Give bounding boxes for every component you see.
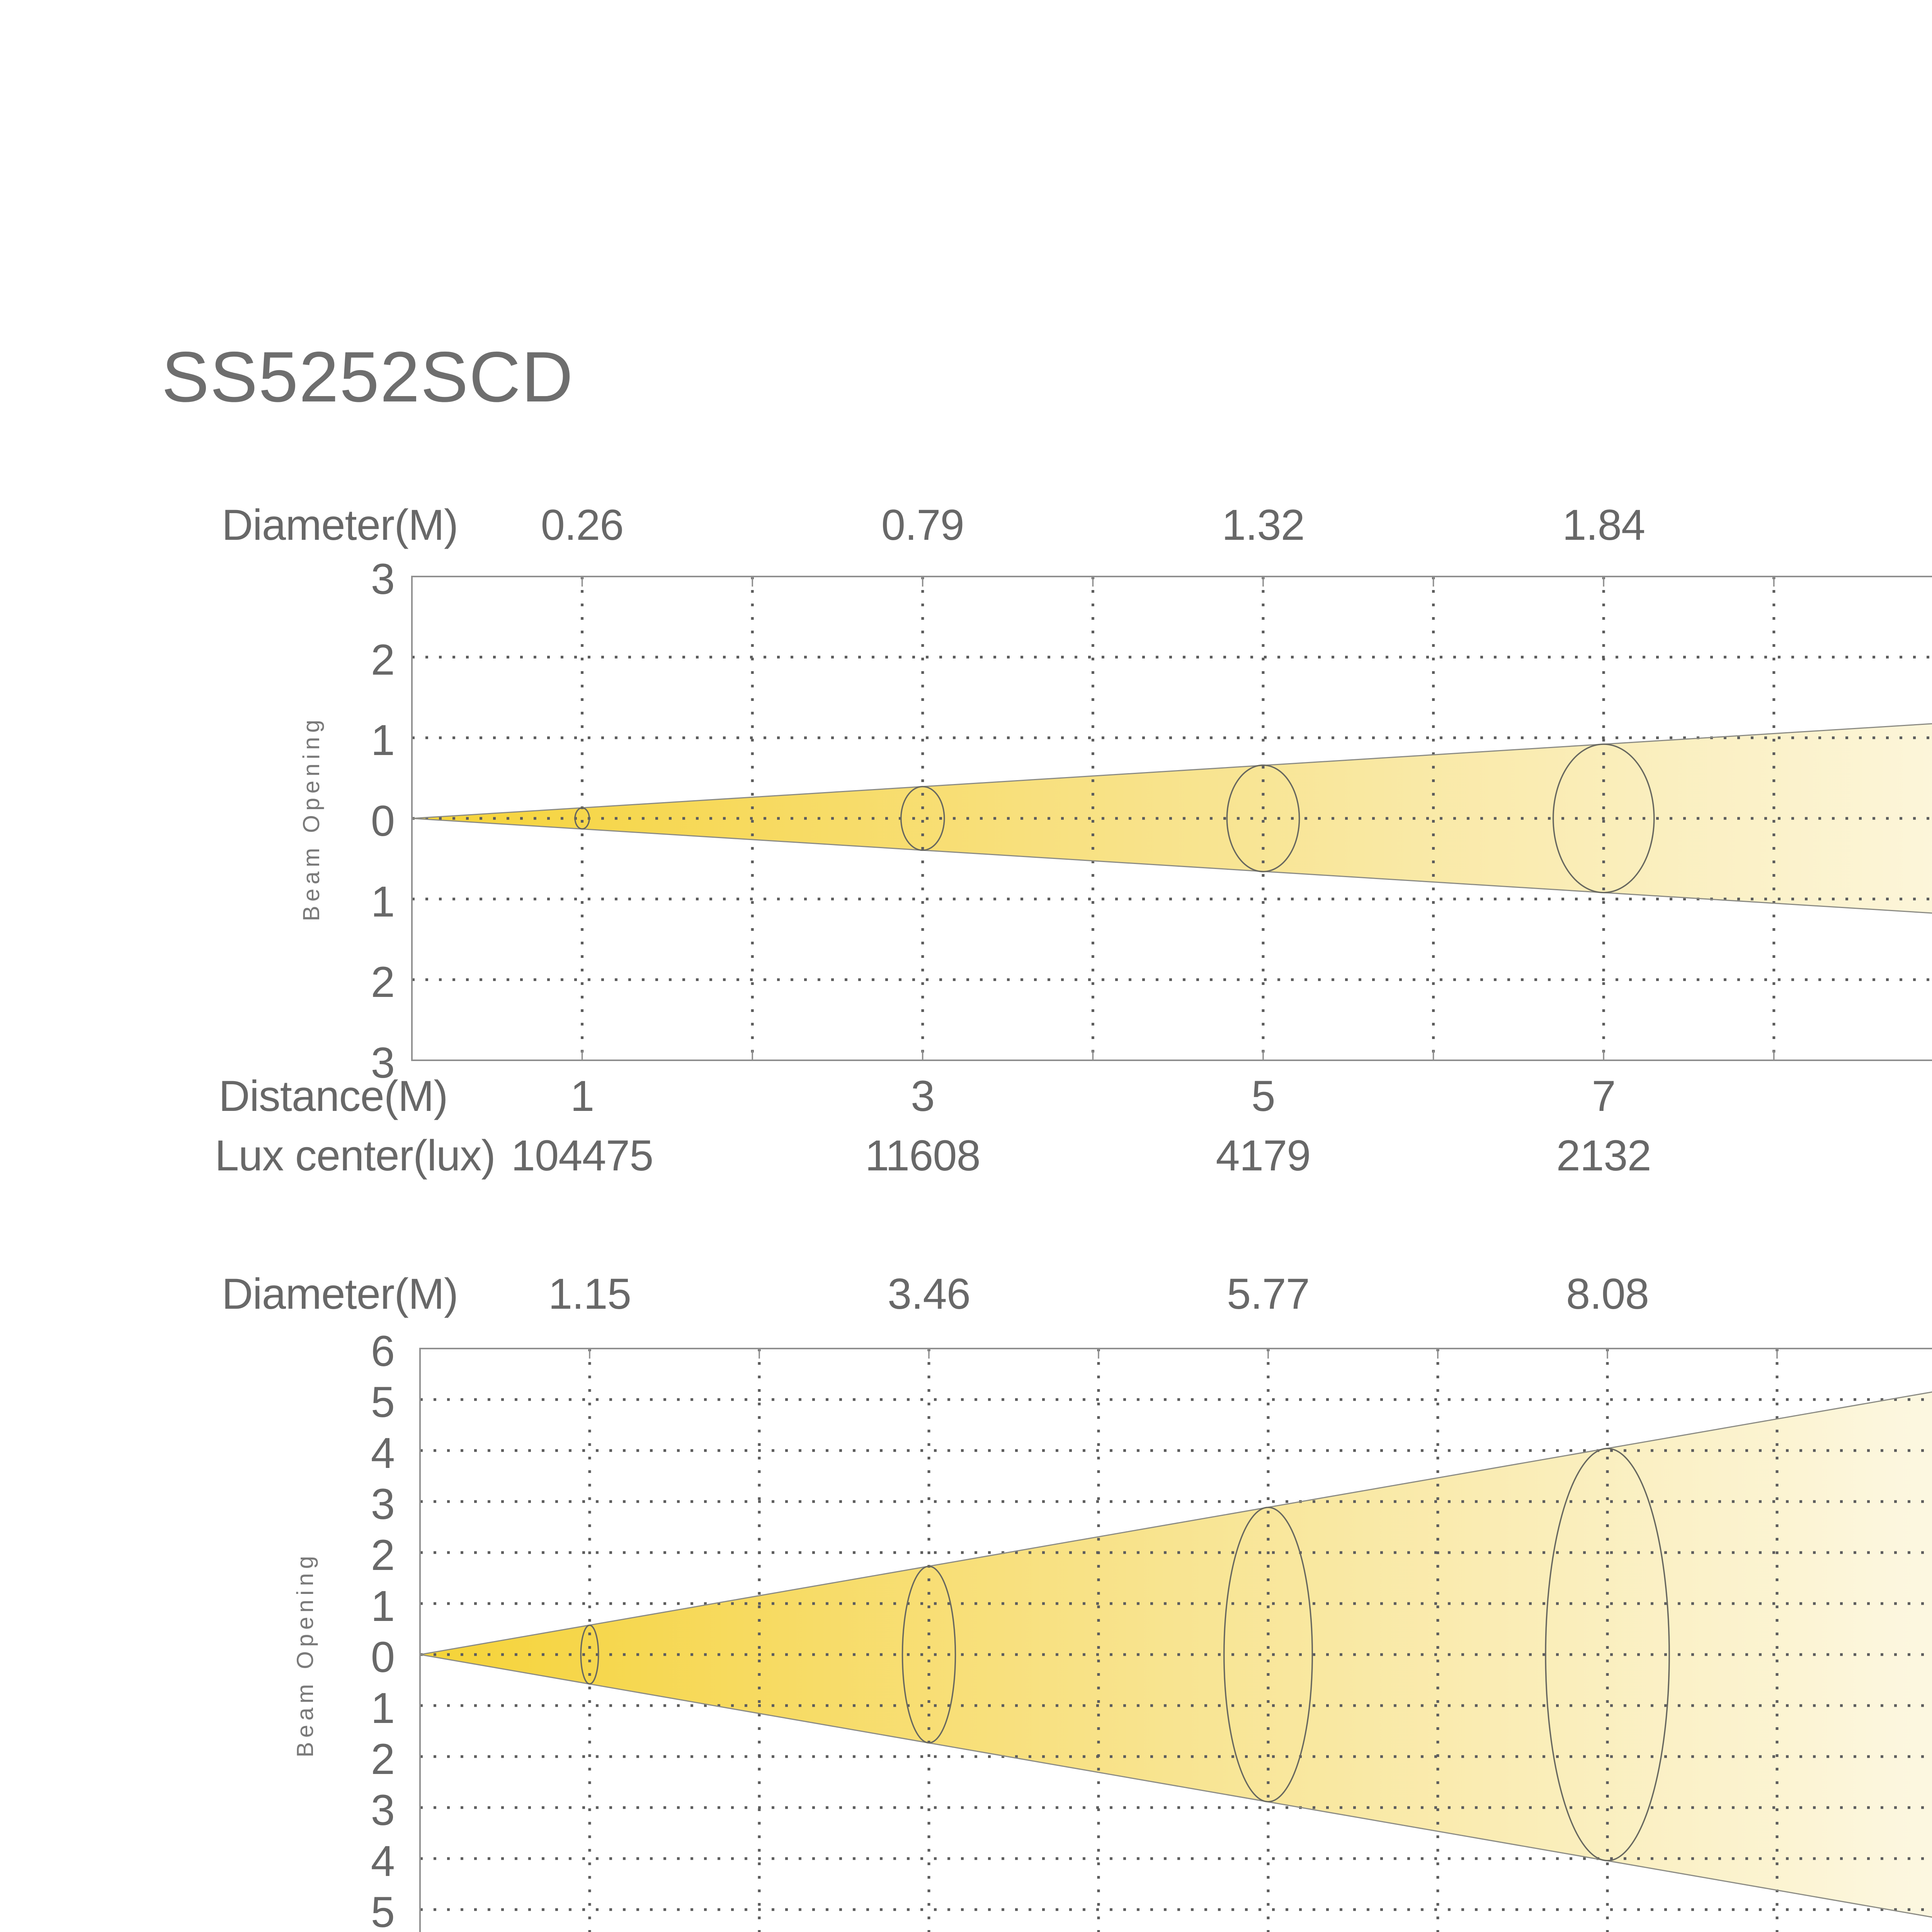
diameter-value: 1.32: [1222, 501, 1305, 549]
cone-edge-lower: [420, 1654, 1932, 1918]
lux-value: 104475: [511, 1131, 654, 1180]
beam-spot-ellipse: [1223, 1507, 1313, 1803]
cone-edge-upper: [412, 723, 1932, 819]
y-tick-label: 4: [371, 1429, 395, 1477]
diameter-value: 8.08: [1566, 1270, 1649, 1318]
beam-spot-ellipse: [1545, 1447, 1670, 1862]
beam-spot-ellipse: [580, 1624, 599, 1685]
beam-chart-15deg: [411, 576, 1932, 1061]
diameter-value: 1.15: [548, 1270, 631, 1318]
diameter-row-label: Diameter(M): [222, 501, 458, 549]
y-tick-label: 6: [371, 1327, 395, 1375]
distance-row-label: Distance(M): [219, 1072, 448, 1120]
y-tick-label: 1: [371, 716, 395, 765]
diameter-row-label: Diameter(M): [222, 1270, 458, 1318]
y-tick-label: 1: [371, 1684, 395, 1732]
y-tick-label: 5: [371, 1888, 395, 1932]
y-tick-label: 2: [371, 958, 395, 1007]
diameter-value: 1.84: [1562, 501, 1645, 549]
y-tick-label: 2: [371, 1735, 395, 1783]
y-tick-label: 0: [371, 797, 395, 845]
beam-spot-ellipse: [1226, 764, 1300, 872]
diameter-value: 0.26: [541, 501, 624, 549]
y-tick-label: 0: [371, 1633, 395, 1681]
axis-ticks: [589, 1349, 1778, 1359]
y-tick-label: 3: [371, 1480, 395, 1528]
beam-spot-ellipse: [901, 1565, 956, 1744]
beam-cone-fill: [420, 1392, 1932, 1917]
diameter-value: 3.46: [888, 1270, 971, 1318]
y-tick-label: 2: [371, 1531, 395, 1579]
beam-spot-ellipse: [574, 807, 590, 830]
distance-value: 5: [1251, 1072, 1275, 1120]
y-axis-title: Beam Opening: [292, 1551, 318, 1758]
beam-spot-ellipse: [1552, 743, 1655, 893]
lux-row-label: Lux center(lux): [215, 1131, 496, 1180]
cone-edge-upper: [420, 1391, 1932, 1655]
y-tick-label: 3: [371, 1039, 395, 1087]
distance-value: 3: [911, 1072, 935, 1120]
lux-value: 11608: [865, 1131, 981, 1180]
axis-ticks: [581, 577, 1775, 1060]
lux-value: 4179: [1216, 1131, 1311, 1180]
beam-chart-60deg: [419, 1348, 1932, 1932]
diameter-value: 0.79: [881, 501, 964, 549]
beam-spot-ellipse: [900, 786, 945, 851]
cone-edge-lower: [412, 818, 1932, 914]
y-tick-label: 1: [371, 877, 395, 926]
y-axis-title: Beam Opening: [298, 715, 324, 922]
y-tick-label: 5: [371, 1378, 395, 1426]
y-tick-label: 4: [371, 1837, 395, 1885]
distance-value: 7: [1592, 1072, 1616, 1120]
y-tick-label: 3: [371, 555, 395, 603]
y-tick-label: 3: [371, 1786, 395, 1834]
distance-value: 1: [570, 1072, 594, 1120]
y-tick-label: 1: [371, 1582, 395, 1630]
diameter-value: 5.77: [1227, 1270, 1310, 1318]
y-tick-label: 2: [371, 635, 395, 684]
page-title: SS5252SCD: [162, 337, 574, 417]
lux-value: 2132: [1556, 1131, 1651, 1180]
